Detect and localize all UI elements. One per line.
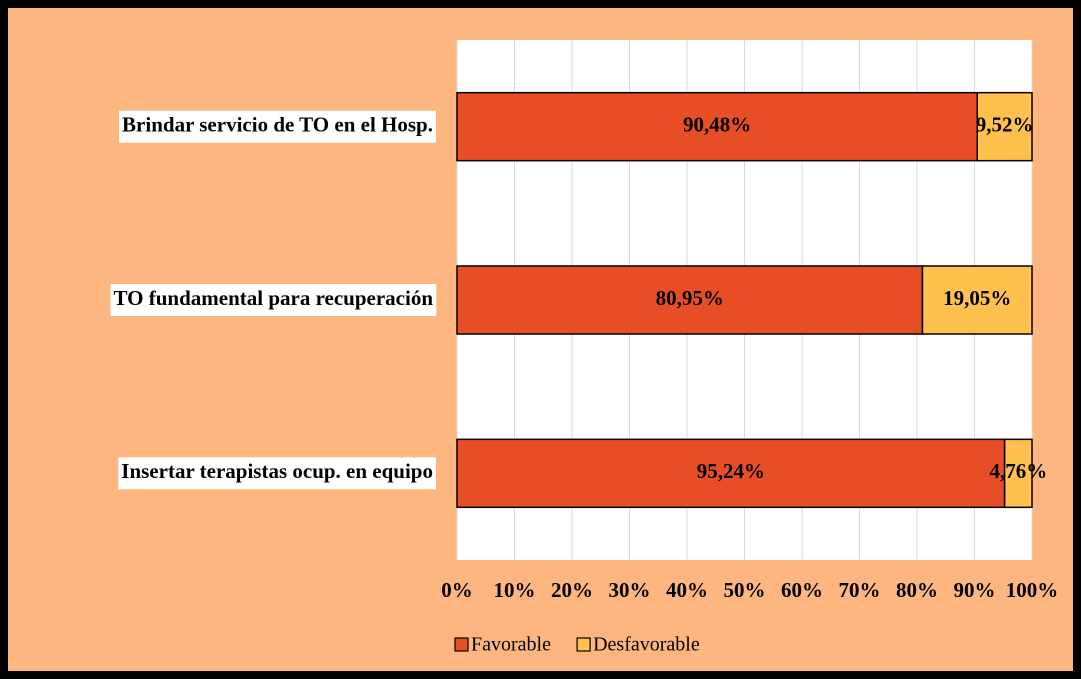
category-label: Brindar servicio de TO en el Hosp. [122, 112, 433, 136]
bar-segment [456, 438, 1006, 509]
value-label: 80,95% [656, 286, 724, 310]
x-tick-label: 60% [781, 578, 823, 602]
x-tick-label: 70% [839, 578, 881, 602]
bar-segment [976, 91, 1033, 162]
value-label: 19,05% [943, 286, 1011, 310]
x-tick-label: 0% [441, 578, 473, 602]
legend-swatch [576, 637, 591, 652]
bar-segment [921, 265, 1033, 335]
value-label: 9,52% [976, 112, 1034, 136]
legend-swatch [454, 637, 469, 652]
category-label: TO fundamental para recuperación [114, 286, 434, 310]
category-label-bg [110, 284, 437, 316]
x-tick-label: 30% [609, 578, 651, 602]
x-tick-label: 90% [954, 578, 996, 602]
x-tick-label: 100% [1006, 578, 1059, 602]
x-tick-label: 80% [896, 578, 938, 602]
legend-label: Favorable [471, 634, 551, 656]
bar-segment [456, 91, 979, 162]
x-tick-label: 20% [551, 578, 593, 602]
category-label: Insertar terapistas ocup. en equipo [121, 459, 433, 483]
bar-segment [1003, 438, 1033, 509]
value-label: 90,48% [683, 112, 751, 136]
category-label-bg [119, 110, 436, 143]
category-label-bg [118, 457, 436, 490]
value-label: 95,24% [697, 459, 765, 483]
legend-label: Desfavorable [593, 634, 700, 656]
value-label: 4,76% [989, 459, 1047, 483]
x-tick-label: 50% [724, 578, 766, 602]
x-tick-label: 40% [666, 578, 708, 602]
x-tick-label: 10% [494, 578, 536, 602]
